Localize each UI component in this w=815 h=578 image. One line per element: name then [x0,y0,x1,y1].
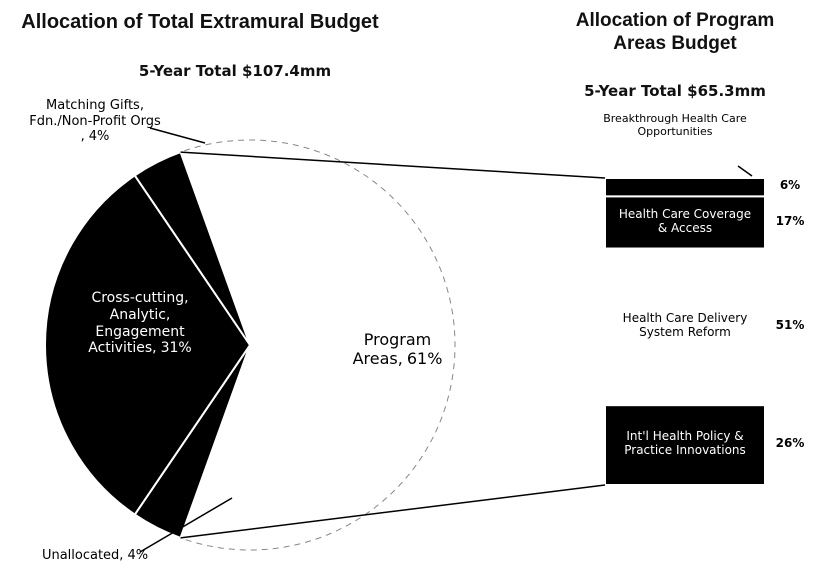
bar-segment [604,195,766,250]
pie-category: Matching Gifts, Fdn./Non-Profit Orgs , [29,98,161,145]
bar-segment [604,404,766,486]
bar-value-label: 6% [779,178,801,193]
pie-subtitle: 5-Year Total $107.4mm [138,62,332,80]
bar-value-label: 51% [775,317,805,332]
bar-value-label: 17% [775,213,805,228]
pie-slice [133,150,251,346]
bar-value-label: 26% [775,436,805,451]
pie-category: Program Areas, [352,330,432,369]
leader-line [149,127,206,144]
pie-category: Cross-cutting, Analytic, Engagement Acti… [88,290,189,357]
pie-label: Program Areas, 61% [335,330,460,368]
pie-slice [179,139,456,551]
leader-line [737,165,753,177]
bar-category-label: Health Care Delivery System Reform [622,310,748,340]
pie-value-label: 4% [88,129,110,145]
connector-line [180,484,606,539]
bar-subtitle: 5-Year Total $65.3mm [584,82,766,100]
pie-slice [43,174,252,516]
pie-category: Unallocated, [41,548,124,563]
connector-line [180,151,606,179]
bar-category-label: Int'l Health Policy & Practice Innovatio… [624,429,746,458]
bar-category-label: Health Care Coverage & Access [618,206,752,235]
bar-title: Allocation of Program Areas Budget [575,10,775,54]
pie-title: Allocation of Total Extramural Budget [21,11,379,33]
leader-line [139,497,233,553]
bar-category-label: Breakthrough Health Care Opportunities [603,112,747,139]
pie-label: Matching Gifts, Fdn./Non-Profit Orgs , 4% [20,98,170,145]
pie-value-label: 61% [406,349,443,369]
pie-label: Cross-cutting, Analytic, Engagement Acti… [70,290,210,357]
pie-value-label: 31% [160,340,192,357]
bar-segment [604,177,766,198]
pie-label: Unallocated, 4% [30,548,160,564]
pie-value-label: 4% [127,548,149,563]
